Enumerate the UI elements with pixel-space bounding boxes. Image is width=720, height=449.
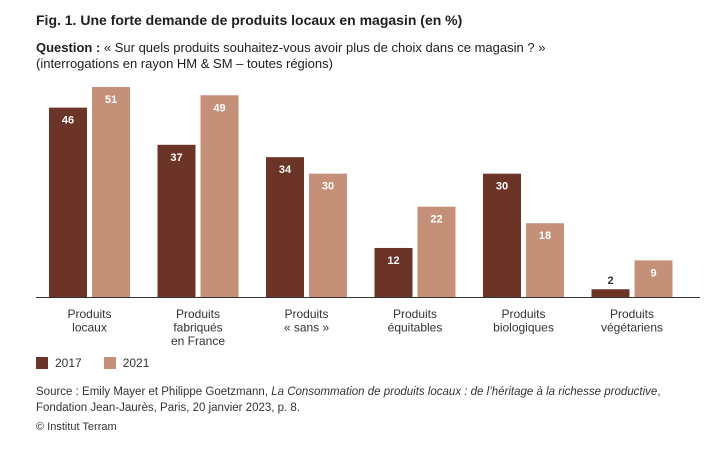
category-label-2-1: « sans »: [284, 321, 330, 335]
bar-2021-1: [200, 95, 239, 298]
category-label-4-1: biologiques: [493, 321, 554, 335]
question-label: Question :: [36, 40, 101, 55]
bar-2021-5: [634, 260, 673, 298]
bar-2017-0: [49, 107, 87, 298]
legend-label-2021: 2021: [122, 356, 150, 370]
bar-2017-3: [374, 247, 413, 298]
category-label-1-1: fabriqués: [173, 321, 222, 335]
bar-2017-2: [266, 157, 304, 298]
bar-label-2021-2: 30: [322, 181, 334, 193]
bar-2021-3: [417, 206, 456, 298]
bar-label-2017-1: 37: [170, 152, 182, 164]
source-prefix: Source : Emily Mayer et Philippe Goetzma…: [36, 386, 272, 398]
bar-2021-4: [526, 223, 564, 298]
bar-label-2017-2: 34: [279, 164, 292, 176]
bar-label-2021-4: 18: [539, 230, 551, 242]
credit: © Institut Terram: [36, 421, 117, 433]
bar-2017-4: [483, 173, 521, 298]
bar-label-2017-3: 12: [387, 255, 399, 267]
bar-label-2017-5: 2: [607, 275, 613, 287]
chart-legend: 2017 2021: [36, 356, 171, 370]
chart-title: Fig. 1. Une forte demande de produits lo…: [36, 12, 463, 28]
bar-2017-5: [591, 289, 630, 298]
bar-label-2017-4: 30: [496, 181, 508, 193]
legend-label-2017: 2017: [55, 356, 82, 370]
category-label-1-0: Produits: [176, 307, 220, 321]
bar-label-2021-0: 51: [105, 94, 117, 106]
legend-item-2021: 2021: [103, 356, 150, 370]
legend-swatch-2017: [36, 357, 48, 369]
bar-2021-0: [92, 87, 130, 298]
category-label-0-0: Produits: [67, 307, 111, 321]
category-label-3-1: équitables: [388, 321, 443, 335]
category-label-5-1: végétariens: [601, 321, 663, 335]
category-label-1-2: en France: [171, 334, 225, 348]
bar-label-2021-5: 9: [650, 267, 656, 279]
question-subtitle: (interrogations en rayon HM & SM – toute…: [36, 56, 333, 71]
bar-2017-1: [157, 144, 196, 298]
source-work-title: La Consommation de produits locaux : de …: [271, 386, 658, 398]
source-suffix: ,: [657, 386, 661, 398]
category-label-3-0: Produits: [393, 307, 437, 321]
category-label-2-0: Produits: [284, 307, 328, 321]
bar-2021-2: [309, 173, 347, 298]
question-text: « Sur quels produits souhaitez-vous avoi…: [100, 40, 546, 55]
source-note: Source : Emily Mayer et Philippe Goetzma…: [36, 384, 706, 416]
chart-question: Question : « Sur quels produits souhaite…: [36, 40, 696, 72]
category-label-4-0: Produits: [501, 307, 545, 321]
legend-swatch-2021: [103, 357, 116, 369]
legend-item-2017: 2017: [36, 356, 82, 370]
bar-label-2021-3: 22: [430, 214, 442, 226]
bar-label-2017-0: 46: [62, 115, 74, 127]
source-line2: Fondation Jean-Jaurès, Paris, 20 janvier…: [36, 402, 301, 414]
bar-label-2021-1: 49: [213, 102, 225, 114]
category-label-0-1: locaux: [72, 321, 107, 335]
category-label-5-0: Produits: [610, 307, 654, 321]
